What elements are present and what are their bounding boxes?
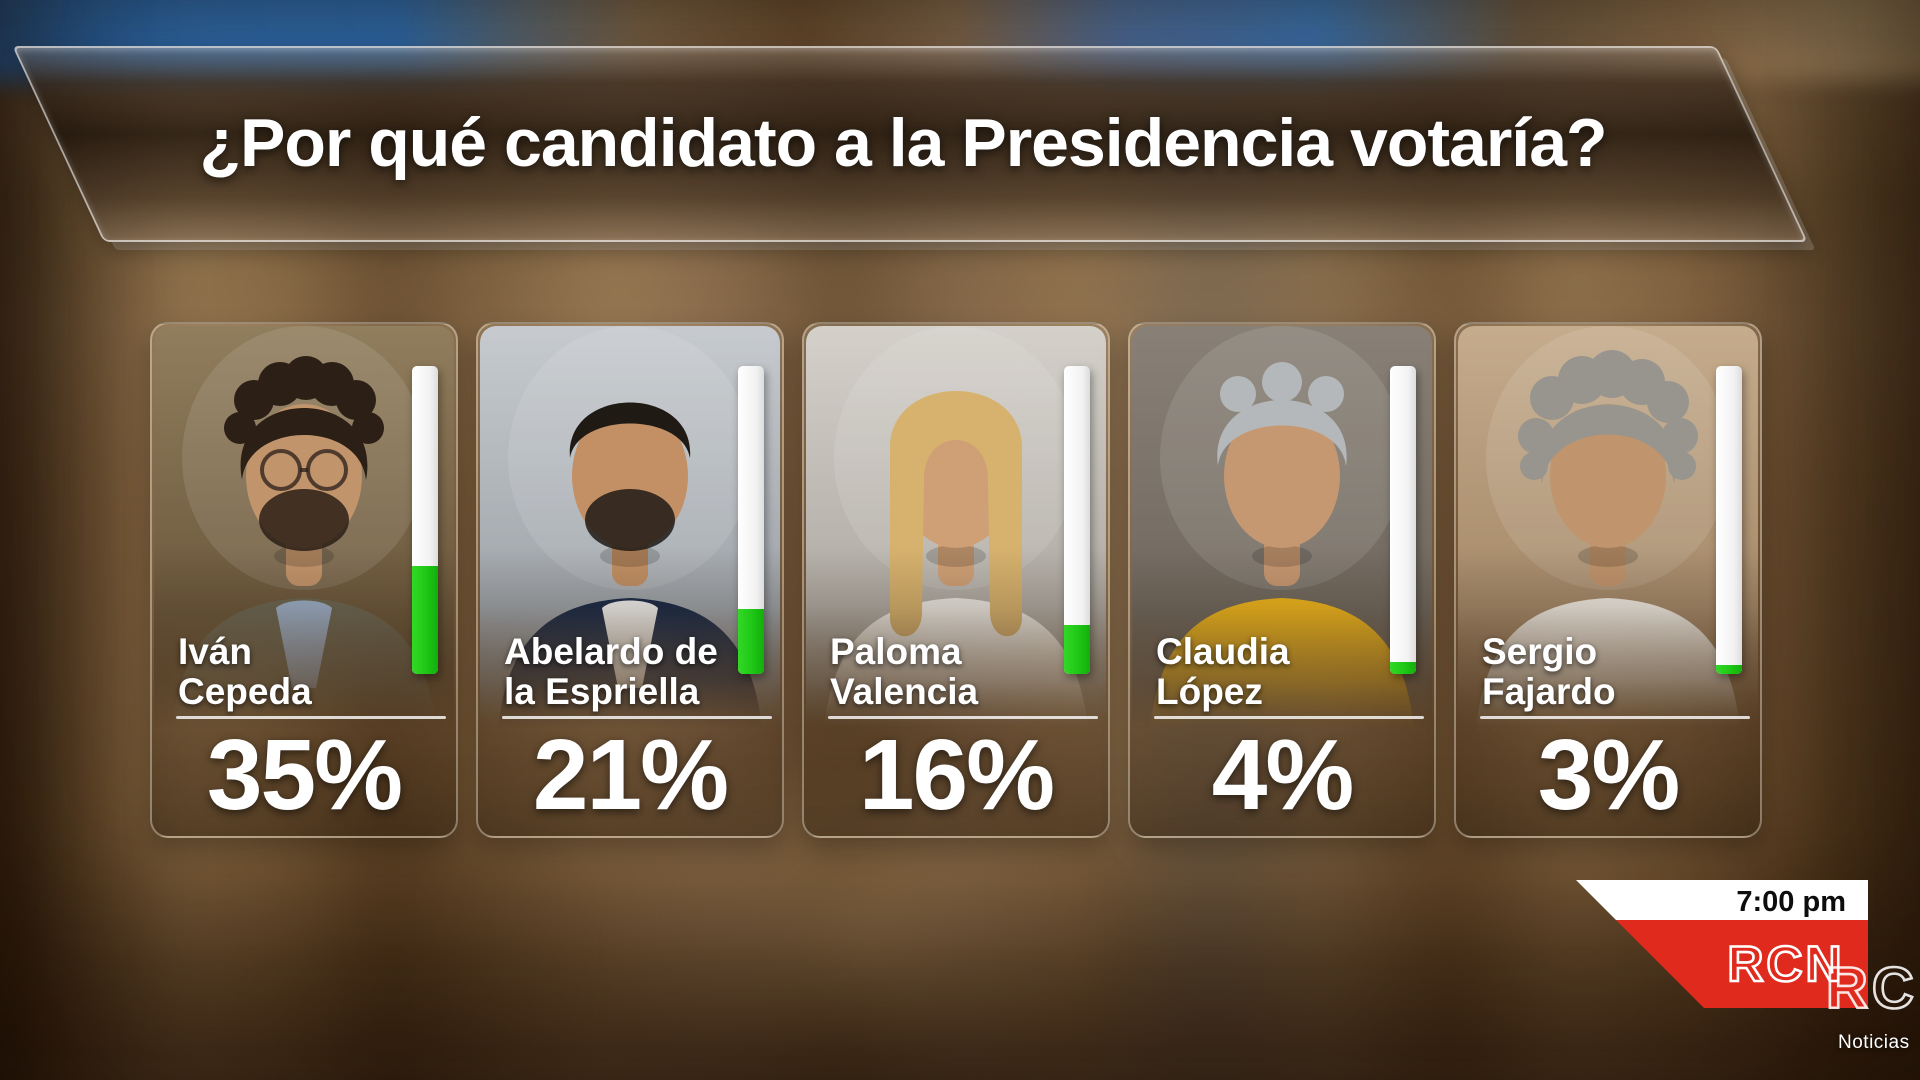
- candidate-photo: [154, 326, 454, 728]
- candidate-card: Abelardo de la Espriella 21%: [476, 322, 784, 838]
- candidate-name-line1: Iván: [178, 631, 253, 672]
- poll-bar-fill: [738, 609, 764, 674]
- percent-value: 21%: [532, 718, 729, 831]
- photo-bottom-shade: [154, 547, 454, 728]
- candidate-name: Iván Cepeda: [178, 632, 312, 712]
- candidate-name-line1: Sergio: [1482, 631, 1598, 672]
- percent-value: 16%: [858, 718, 1055, 831]
- candidate-card: Paloma Valencia 16%: [802, 322, 1110, 838]
- name-underline: [828, 716, 1098, 719]
- photo-bottom-shade: [1132, 547, 1432, 728]
- name-underline: [1480, 716, 1750, 719]
- candidate-photo: [480, 326, 780, 728]
- candidate-name: Paloma Valencia: [830, 632, 978, 712]
- name-underline: [176, 716, 446, 719]
- candidate-photo: [1458, 326, 1758, 728]
- photo-bottom-shade: [1458, 547, 1758, 728]
- candidate-name: Abelardo de la Espriella: [504, 632, 718, 712]
- candidate-photo: [806, 326, 1106, 728]
- poll-bar-track: [1716, 366, 1742, 674]
- candidate-card: Claudia López 4%: [1128, 322, 1436, 838]
- candidate-name-line2: Fajardo: [1482, 671, 1616, 712]
- candidate-name-line2: Cepeda: [178, 671, 312, 712]
- poll-bar-fill: [1064, 624, 1090, 674]
- candidate-name-line1: Paloma: [830, 631, 962, 672]
- broadcast-time: 7:00 pm: [1736, 886, 1846, 918]
- badge-white-band: [1576, 880, 1868, 920]
- candidate-photo: [1132, 326, 1432, 728]
- poll-bar-fill: [1716, 664, 1742, 674]
- candidate-card: Iván Cepeda 35%: [150, 322, 458, 838]
- broadcast-badge: 7:00 pm RCN: [1576, 880, 1868, 1017]
- percent-value: 3%: [1537, 718, 1681, 831]
- rcn-watermark-text: RCN: [1826, 956, 1920, 1021]
- rcn-logo-icon: RCN: [1727, 936, 1844, 992]
- poll-bar-fill: [412, 566, 438, 674]
- candidate-name: Claudia López: [1156, 632, 1290, 712]
- candidate-name-line2: la Espriella: [504, 671, 700, 712]
- name-underline: [502, 716, 772, 719]
- percent-value: 35%: [206, 718, 403, 831]
- poll-bar-track: [1390, 366, 1416, 674]
- poll-bar-track: [412, 366, 438, 674]
- poll-bar-fill: [1390, 661, 1416, 674]
- candidate-name-line1: Abelardo de: [504, 631, 718, 672]
- poll-question-title: ¿Por qué candidato a la Presidencia vota…: [199, 105, 1607, 181]
- poll-bar-track: [1064, 366, 1090, 674]
- candidate-name: Sergio Fajardo: [1482, 632, 1616, 712]
- rcn-watermark-label: Noticias: [1838, 1032, 1910, 1053]
- candidate-name-line1: Claudia: [1156, 631, 1290, 672]
- candidate-name-line2: López: [1156, 671, 1263, 712]
- rcn-watermark-logo-icon: RCN: [1824, 948, 1920, 1031]
- badge-red-band: [1616, 920, 1868, 1008]
- photo-bottom-shade: [480, 547, 780, 728]
- poll-bar-track: [738, 366, 764, 674]
- candidate-card: Sergio Fajardo 3%: [1454, 322, 1762, 838]
- candidate-name-line2: Valencia: [830, 671, 979, 712]
- background-glow: [600, 740, 1120, 1080]
- photo-bottom-shade: [806, 547, 1106, 728]
- percent-value: 4%: [1211, 718, 1355, 831]
- name-underline: [1154, 716, 1424, 719]
